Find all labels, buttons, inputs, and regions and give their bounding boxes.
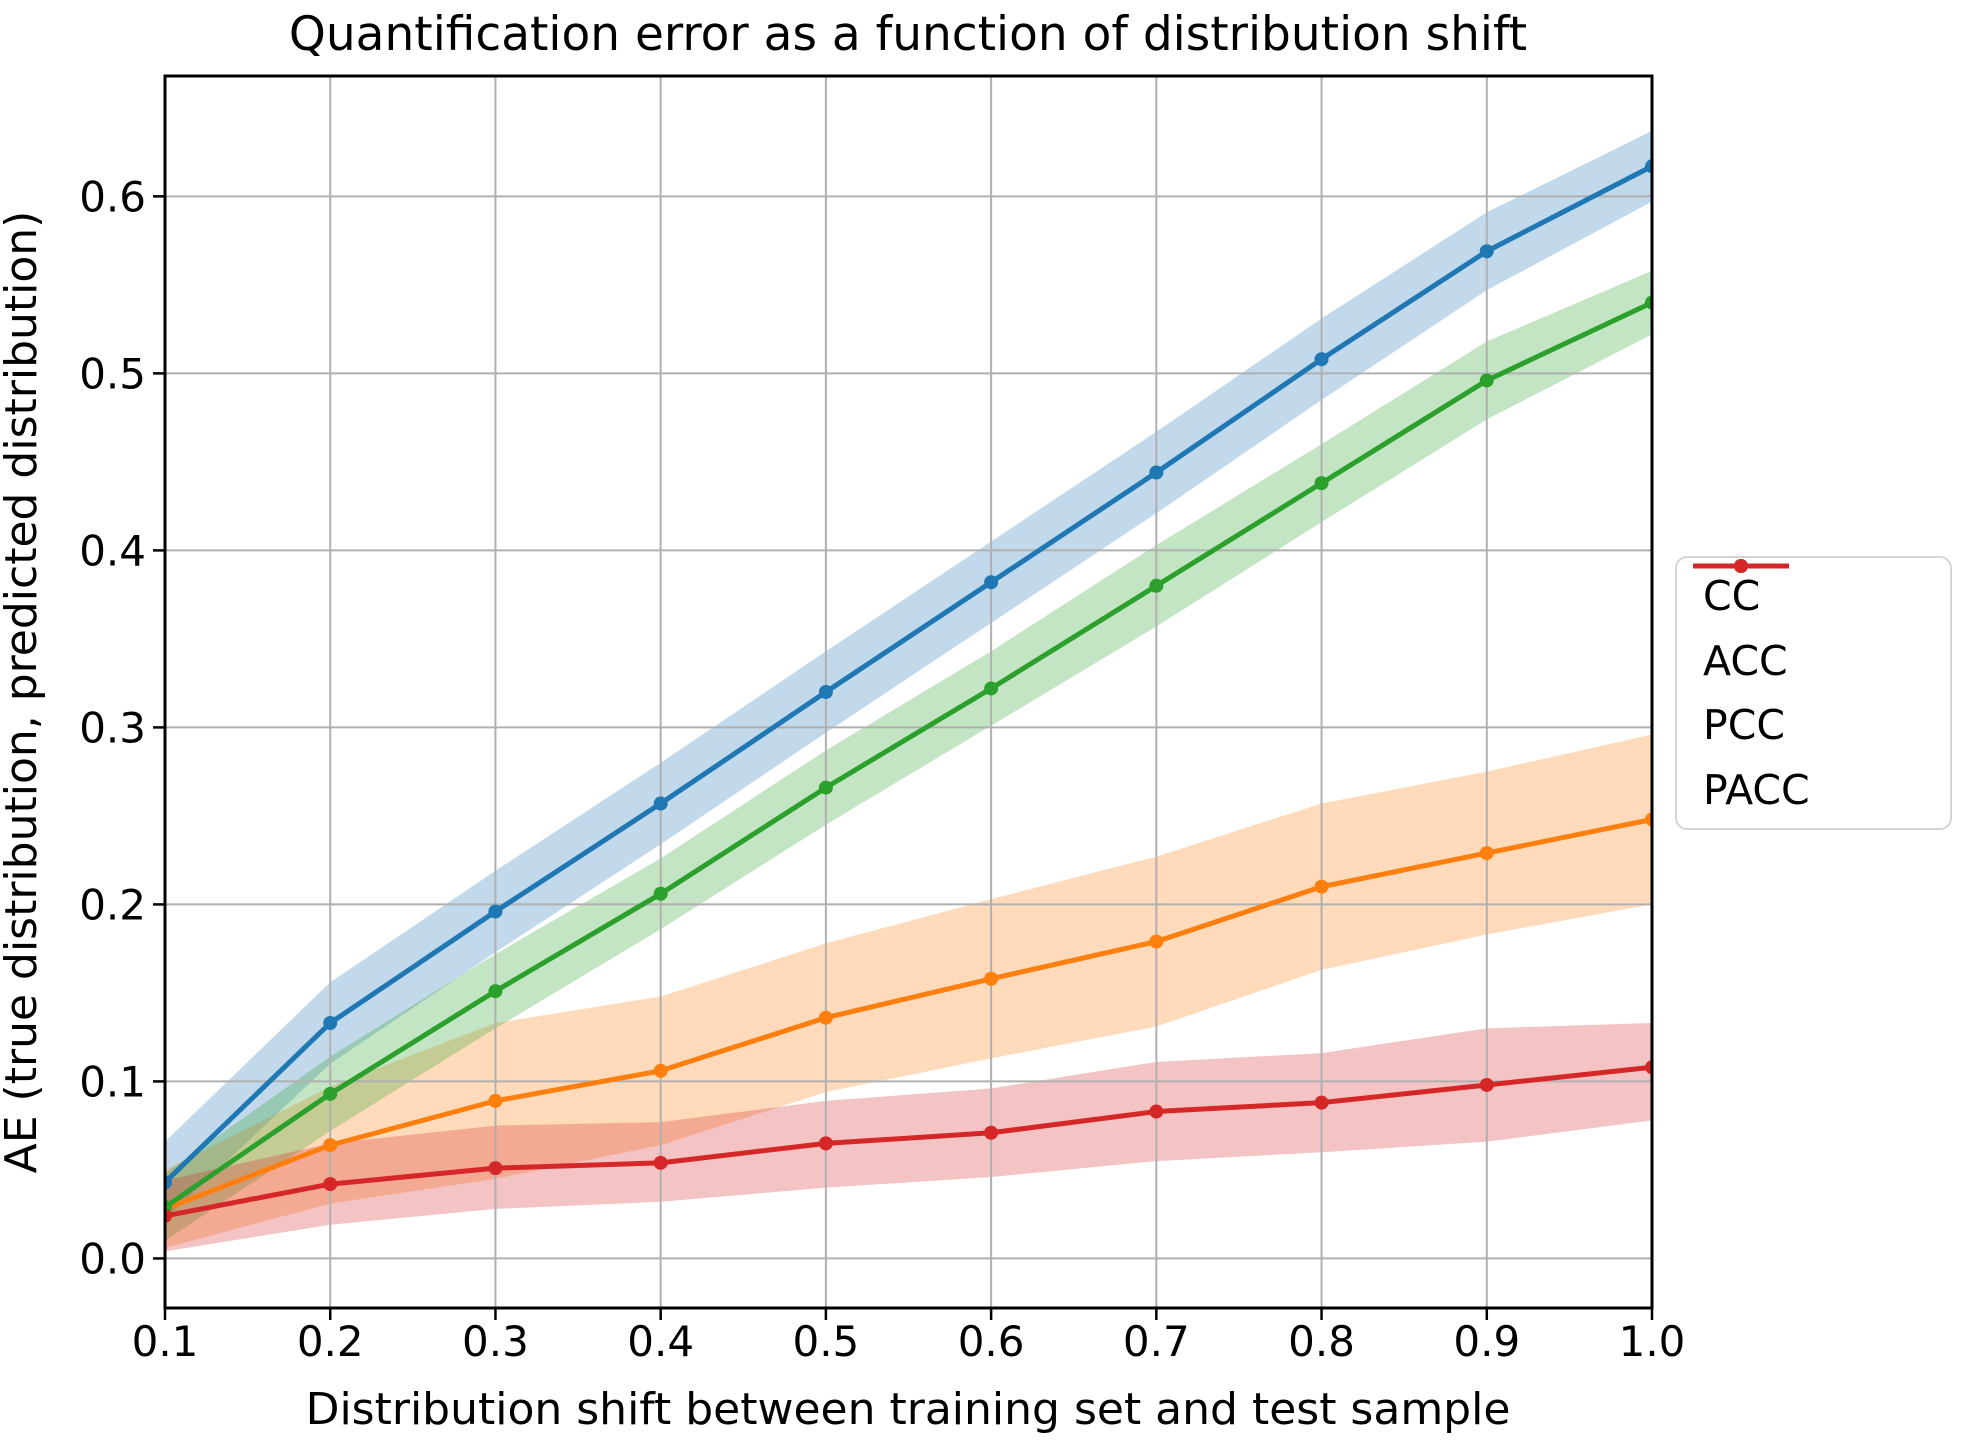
axis-ticks — [153, 195, 1654, 1320]
band-ACC — [165, 734, 1652, 1248]
marker-PACC-0.1 — [165, 1208, 172, 1223]
x-tick-label-0.8: 0.8 — [1288, 1317, 1355, 1366]
marker-PCC-0.4 — [653, 886, 668, 901]
marker-CC-0.8 — [1314, 352, 1329, 367]
band-CC — [165, 130, 1652, 1220]
marker-CC-0.3 — [488, 904, 503, 919]
marker-ACC-0.3 — [488, 1093, 503, 1108]
y-axis-label: AE (true distribution, predicted distrib… — [0, 211, 47, 1174]
marker-ACC-1 — [1645, 812, 1652, 827]
marker-PACC-0.9 — [1479, 1077, 1494, 1092]
series-lines — [165, 159, 1652, 1223]
marker-PCC-0.5 — [818, 780, 833, 795]
legend-line-sample-PACC — [1693, 559, 1789, 573]
marker-PCC-0.9 — [1479, 373, 1494, 388]
x-axis-label: Distribution shift between training set … — [306, 1384, 1511, 1435]
confidence-bands — [165, 130, 1652, 1252]
marker-ACC-0.9 — [1479, 846, 1494, 861]
marker-CC-0.6 — [984, 575, 999, 590]
legend-entry-PACC: PACC — [1677, 559, 1950, 823]
y-tick-label-0.3: 0.3 — [79, 703, 146, 752]
line-CC — [165, 164, 1652, 1185]
marker-PACC-0.2 — [323, 1177, 338, 1192]
marker-PACC-0.3 — [488, 1161, 503, 1176]
marker-ACC-0.7 — [1149, 934, 1164, 949]
x-tick-label-0.2: 0.2 — [297, 1317, 364, 1366]
y-tick-label-0.1: 0.1 — [79, 1057, 146, 1106]
line-ACC — [165, 816, 1652, 1212]
marker-CC-0.1 — [165, 1175, 172, 1190]
marker-CC-0.4 — [653, 796, 668, 811]
marker-PACC-0.5 — [818, 1136, 833, 1151]
x-tick-label-0.6: 0.6 — [958, 1317, 1025, 1366]
marker-PACC-0.6 — [984, 1125, 999, 1140]
x-tick-label-0.7: 0.7 — [1123, 1317, 1190, 1366]
marker-PACC-1 — [1645, 1060, 1652, 1075]
legend-label-PACC: PACC — [1703, 765, 1810, 814]
y-tick-label-0.5: 0.5 — [79, 349, 146, 398]
x-tick-label-0.5: 0.5 — [792, 1317, 859, 1366]
marker-PACC-0.8 — [1314, 1095, 1329, 1110]
line-PACC — [165, 1064, 1652, 1219]
y-tick-label-0: 0.0 — [79, 1234, 146, 1283]
chart-title: Quantification error as a function of di… — [289, 7, 1527, 62]
marker-ACC-0.6 — [984, 971, 999, 986]
y-tick-label-0.6: 0.6 — [79, 172, 146, 221]
marker-CC-0.7 — [1149, 465, 1164, 480]
marker-PCC-0.3 — [488, 984, 503, 999]
y-tick-label-0.4: 0.4 — [79, 526, 146, 575]
marker-CC-1 — [1645, 159, 1652, 174]
marker-CC-0.2 — [323, 1016, 338, 1031]
marker-PACC-0.4 — [653, 1155, 668, 1170]
marker-CC-0.5 — [818, 685, 833, 699]
marker-PACC-0.7 — [1149, 1104, 1164, 1119]
marker-PCC-1 — [1645, 295, 1652, 310]
legend-marker-PACC — [1734, 559, 1748, 573]
legend-label-PCC: PCC — [1703, 701, 1785, 750]
legend-entry-ACC: ACC — [1677, 559, 1950, 694]
x-tick-label-0.1: 0.1 — [132, 1317, 199, 1366]
x-tick-label-0.3: 0.3 — [462, 1317, 529, 1366]
legend: CC ACC PCC PACC — [1675, 556, 1952, 830]
line-PCC — [165, 300, 1652, 1210]
marker-ACC-0.5 — [818, 1010, 833, 1025]
legend-label-CC: CC — [1703, 572, 1761, 621]
legend-label-ACC: ACC — [1703, 636, 1788, 685]
band-PCC — [165, 270, 1652, 1241]
x-tick-label-0.9: 0.9 — [1453, 1317, 1520, 1366]
x-tick-label-1: 1.0 — [1619, 1317, 1686, 1366]
y-tick-label-0.2: 0.2 — [79, 880, 146, 929]
marker-ACC-0.4 — [653, 1063, 668, 1078]
legend-entry-PCC: PCC — [1677, 559, 1950, 758]
marker-PCC-0.8 — [1314, 476, 1329, 491]
marker-PCC-0.6 — [984, 681, 999, 696]
marker-ACC-0.2 — [323, 1138, 338, 1153]
marker-CC-0.9 — [1479, 244, 1494, 259]
axes-spines — [163, 74, 1654, 1310]
tick-labels: 0.1 0.2 0.3 0.4 0.5 0.6 0.7 0.8 0.9 1.0 0.0 0.1 0.2 0… — [79, 172, 1685, 1366]
marker-PCC-0.7 — [1149, 578, 1164, 593]
marker-ACC-0.8 — [1314, 879, 1329, 894]
marker-PCC-0.2 — [323, 1086, 338, 1101]
x-tick-label-0.4: 0.4 — [627, 1317, 694, 1366]
